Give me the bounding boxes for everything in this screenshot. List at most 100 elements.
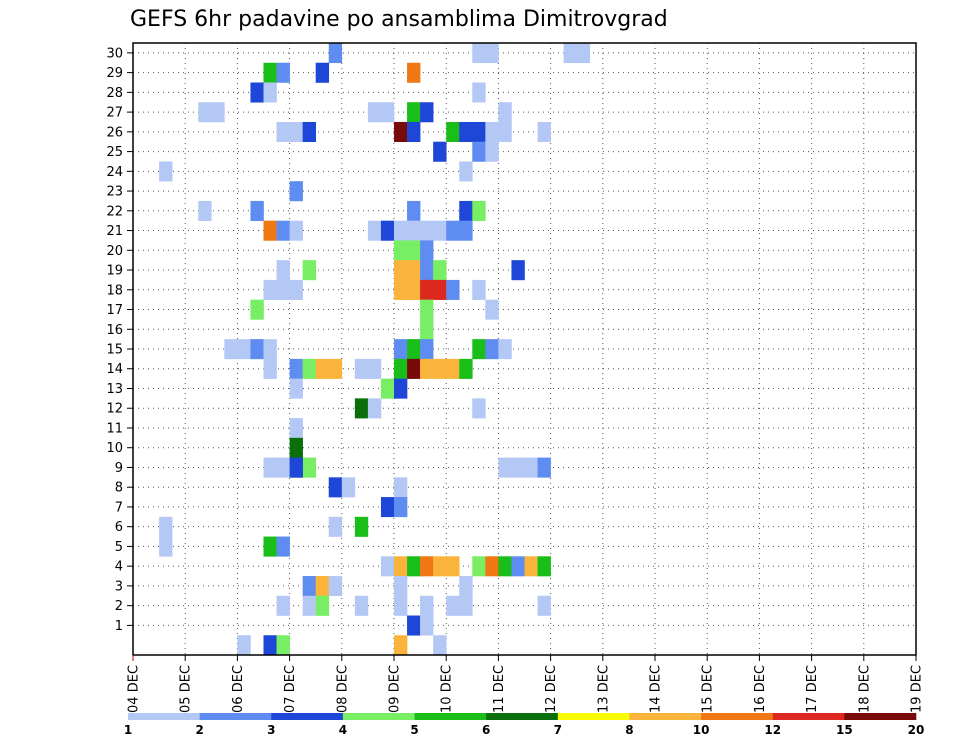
precip-cell (328, 358, 343, 379)
y-tick-label: 2 (115, 599, 123, 614)
precip-cell (407, 200, 421, 221)
precip-cell (472, 82, 486, 103)
precip-cell (198, 200, 212, 221)
colorbar-label: 6 (482, 723, 490, 737)
y-tick-label: 10 (106, 441, 123, 456)
precip-cell (433, 260, 447, 281)
precip-cell (263, 279, 277, 300)
precip-cell (407, 556, 421, 577)
precip-cell (433, 279, 447, 300)
precip-cell (537, 121, 551, 143)
precip-cell (289, 437, 303, 458)
x-tick-label: 09 DEC (388, 665, 403, 713)
precip-cell (289, 378, 303, 399)
precip-cell (420, 339, 434, 360)
precip-cell (276, 260, 290, 281)
precip-cell (302, 260, 316, 281)
colorbar-label: 12 (764, 723, 781, 737)
precip-cell (407, 62, 421, 83)
precip-cell (263, 457, 277, 478)
colorbar-label: 15 (836, 723, 853, 737)
precip-cell (250, 82, 264, 103)
precip-cell (446, 595, 460, 616)
y-tick-label: 13 (106, 382, 123, 397)
precip-cell (420, 220, 434, 241)
precip-cell (263, 339, 277, 360)
precip-cell (537, 457, 551, 478)
colorbar-label: 5 (410, 723, 418, 737)
precip-cell (420, 595, 434, 616)
precip-cell (485, 339, 499, 360)
precip-cell (380, 556, 395, 577)
ensemble-cells (159, 43, 591, 656)
precip-cell (198, 102, 212, 123)
x-tick-label: 04 DEC (127, 665, 142, 713)
y-tick-label: 25 (106, 145, 123, 160)
colorbar-label: 10 (693, 723, 710, 737)
precip-cell (354, 595, 369, 616)
precip-cell (394, 556, 408, 577)
precip-cell (459, 358, 473, 379)
precip-cell (263, 82, 277, 103)
precip-cell (302, 595, 316, 616)
precip-cell (367, 358, 382, 379)
colorbar-segment (342, 713, 415, 720)
precip-cell (250, 299, 264, 320)
precip-cell (394, 358, 408, 379)
precip-cell (315, 62, 330, 83)
precip-cell (263, 220, 277, 241)
y-tick-label: 15 (106, 343, 123, 358)
y-tick-label: 8 (115, 481, 123, 496)
precip-cell (446, 556, 460, 577)
x-tick-label: 06 DEC (231, 665, 246, 713)
y-tick-label: 18 (106, 283, 123, 298)
precip-cell (276, 121, 290, 143)
precip-cell (394, 260, 408, 281)
precip-cell (237, 339, 251, 360)
x-tick-label: 11 DEC (492, 665, 507, 713)
y-tick-label: 23 (106, 185, 123, 200)
colorbar-label: 3 (267, 723, 275, 737)
y-tick-label: 17 (106, 303, 123, 318)
precip-cell (276, 536, 290, 557)
precip-cell (485, 556, 499, 577)
y-tick-label: 27 (106, 106, 123, 121)
precip-cell (224, 339, 238, 360)
x-tick-label: 10 DEC (440, 665, 455, 713)
precip-cell (289, 457, 303, 478)
precip-cell (380, 102, 395, 123)
precip-cell (446, 358, 460, 379)
precip-cell (394, 595, 408, 616)
x-tick-label: 19 DEC (910, 665, 925, 713)
precip-cell (341, 477, 356, 498)
precip-cell (276, 220, 290, 241)
precip-cell (537, 556, 551, 577)
precip-cell (394, 378, 408, 399)
y-tick-label: 11 (106, 421, 123, 436)
colorbar-label: 7 (554, 723, 562, 737)
precip-cell (472, 398, 486, 419)
precip-cell (407, 220, 421, 241)
x-tick-label: 13 DEC (596, 665, 611, 713)
x-tick-label: 05 DEC (179, 665, 194, 713)
precip-cell (420, 102, 434, 123)
precip-cell (511, 457, 525, 478)
precip-cell (302, 576, 316, 597)
precip-cell (485, 121, 499, 143)
precip-cell (524, 556, 538, 577)
precip-cell (394, 635, 408, 656)
colorbar-segment (844, 713, 917, 720)
precip-cell (302, 457, 316, 478)
precip-cell (563, 43, 577, 64)
y-tick-label: 20 (106, 244, 123, 259)
precip-cell (420, 556, 434, 577)
precip-cell (407, 121, 421, 143)
y-tick-label: 21 (106, 224, 123, 239)
precip-cell (289, 358, 303, 379)
precip-cell (250, 200, 264, 221)
precip-cell (367, 102, 382, 123)
precip-cell (289, 418, 303, 439)
colorbar-segment (701, 713, 774, 720)
y-tick-label: 6 (115, 520, 123, 535)
precip-cell (498, 339, 512, 360)
